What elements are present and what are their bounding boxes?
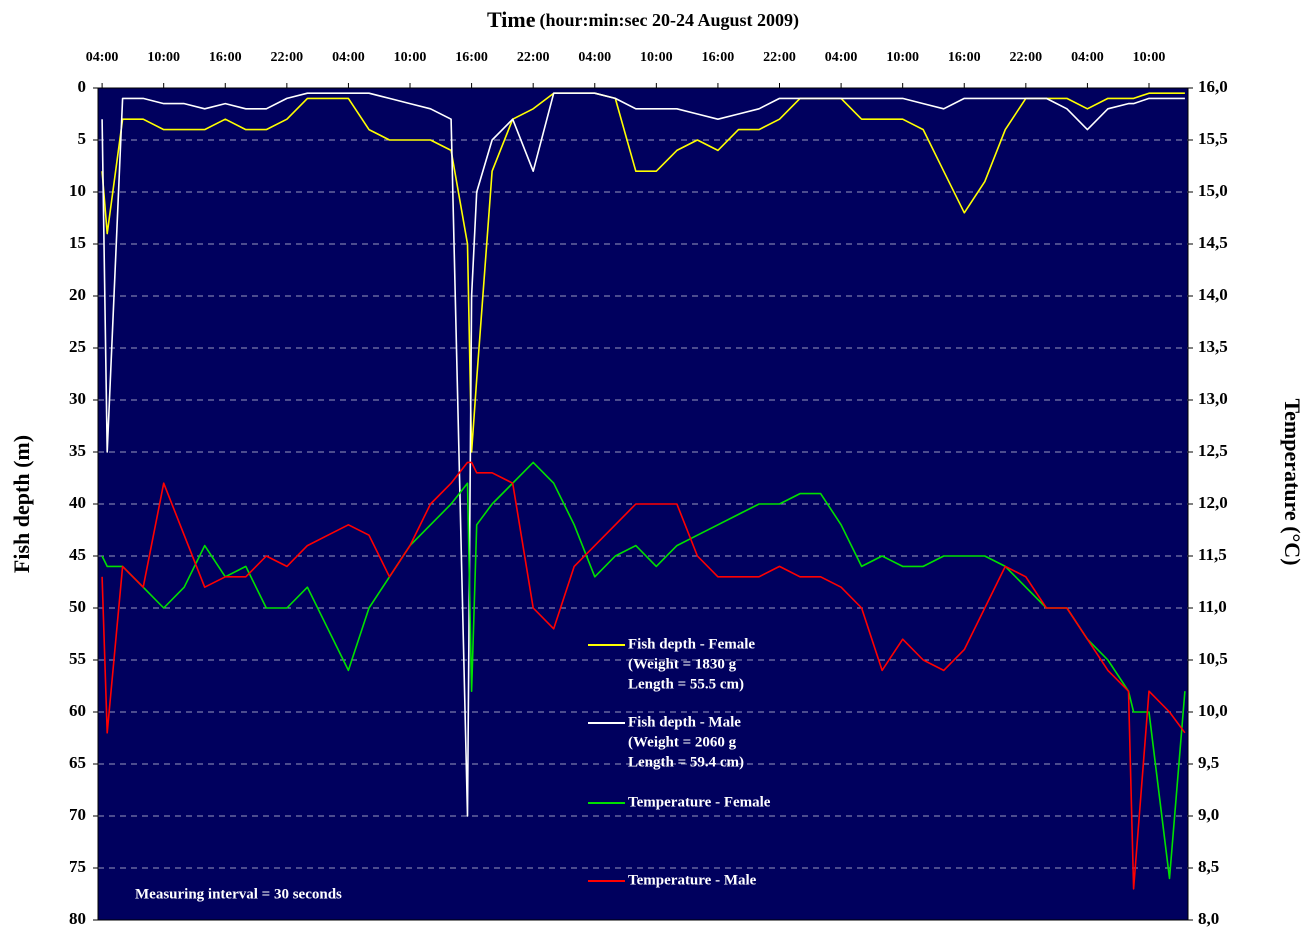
y-tick-label: 20 (69, 285, 86, 304)
annotation: Measuring interval = 30 seconds (135, 886, 342, 902)
y-axis-title: Fish depth (m) (9, 435, 34, 573)
legend-detail: Length = 59.4 cm) (628, 754, 744, 770)
y-tick-label: 75 (69, 857, 86, 876)
x-tick-label: 04:00 (1071, 50, 1104, 65)
y-tick-label: 60 (69, 701, 86, 720)
y-tick-label: 80 (69, 909, 86, 928)
y2-tick-label: 14,0 (1198, 285, 1228, 304)
legend-label: Temperature - Female (628, 794, 771, 810)
y2-tick-label: 9,5 (1198, 753, 1219, 772)
x-tick-label: 22:00 (1009, 50, 1042, 65)
y2-tick-label: 12,0 (1198, 493, 1228, 512)
y-tick-label: 55 (69, 649, 86, 668)
x-tick-label: 10:00 (1133, 50, 1166, 65)
x-tick-label: 16:00 (702, 50, 735, 65)
series-line (101, 92, 1185, 453)
plot-border (97, 87, 1189, 921)
x-tick-label: 10:00 (886, 50, 919, 65)
y2-tick-label: 13,5 (1198, 337, 1228, 356)
x-tick-label: 04:00 (578, 50, 611, 65)
y2-tick-label: 14,5 (1198, 233, 1228, 252)
x-tick-label: 16:00 (455, 50, 488, 65)
y2-tick-label: 12,5 (1198, 441, 1228, 460)
x-tick-label: 22:00 (517, 50, 550, 65)
y2-tick-label: 15,0 (1198, 181, 1228, 200)
legend-detail: (Weight = 2060 g (628, 734, 737, 750)
x-tick-label: 04:00 (86, 50, 119, 65)
x-tick-label: 04:00 (825, 50, 858, 65)
x-tick-label: 16:00 (209, 50, 242, 65)
y2-tick-label: 10,0 (1198, 701, 1228, 720)
x-tick-label: 10:00 (147, 50, 180, 65)
x-tick-label: 10:00 (394, 50, 427, 65)
y-tick-label: 65 (69, 753, 86, 772)
y2-tick-label: 15,5 (1198, 129, 1228, 148)
y-tick-label: 5 (78, 129, 87, 148)
legend-label: Fish depth - Female (628, 636, 755, 652)
y-tick-label: 35 (69, 441, 86, 460)
x-tick-label: 10:00 (640, 50, 673, 65)
legend-label: Fish depth - Male (628, 714, 741, 730)
y2-tick-label: 8,5 (1198, 857, 1219, 876)
series-line (101, 461, 1186, 890)
legend-detail: Length = 55.5 cm) (628, 676, 744, 692)
y-tick-label: 0 (78, 77, 87, 96)
y-tick-label: 40 (69, 493, 86, 512)
series-line (101, 92, 1185, 817)
y2-tick-label: 10,5 (1198, 649, 1228, 668)
x-tick-label: 04:00 (332, 50, 365, 65)
subtitle: (hour:min:sec 20-24 August 2009) (539, 10, 799, 31)
y-tick-label: 30 (69, 389, 86, 408)
y-tick-label: 70 (69, 805, 86, 824)
y2-tick-label: 16,0 (1198, 77, 1228, 96)
y-tick-label: 15 (69, 233, 86, 252)
legend-detail: (Weight = 1830 g (628, 656, 737, 672)
x-tick-label: 16:00 (948, 50, 981, 65)
y2-tick-label: 13,0 (1198, 389, 1228, 408)
legend-label: Temperature - Male (628, 872, 757, 888)
x-tick-label: 22:00 (763, 50, 796, 65)
x-tick-label: 22:00 (271, 50, 304, 65)
y-tick-label: 25 (69, 337, 86, 356)
y2-tick-label: 8,0 (1198, 909, 1219, 928)
title: Time (487, 7, 536, 32)
y2-axis-title: Temperature (°C) (1280, 398, 1305, 565)
y-tick-label: 10 (69, 181, 86, 200)
y2-tick-label: 9,0 (1198, 805, 1219, 824)
y2-tick-label: 11,0 (1198, 597, 1227, 616)
y2-tick-label: 11,5 (1198, 545, 1227, 564)
series-line (101, 461, 1186, 880)
y-tick-label: 50 (69, 597, 86, 616)
x-axis-title: Time (hour:min:sec 20-24 August 2009) (487, 7, 799, 32)
y-tick-label: 45 (69, 545, 86, 564)
